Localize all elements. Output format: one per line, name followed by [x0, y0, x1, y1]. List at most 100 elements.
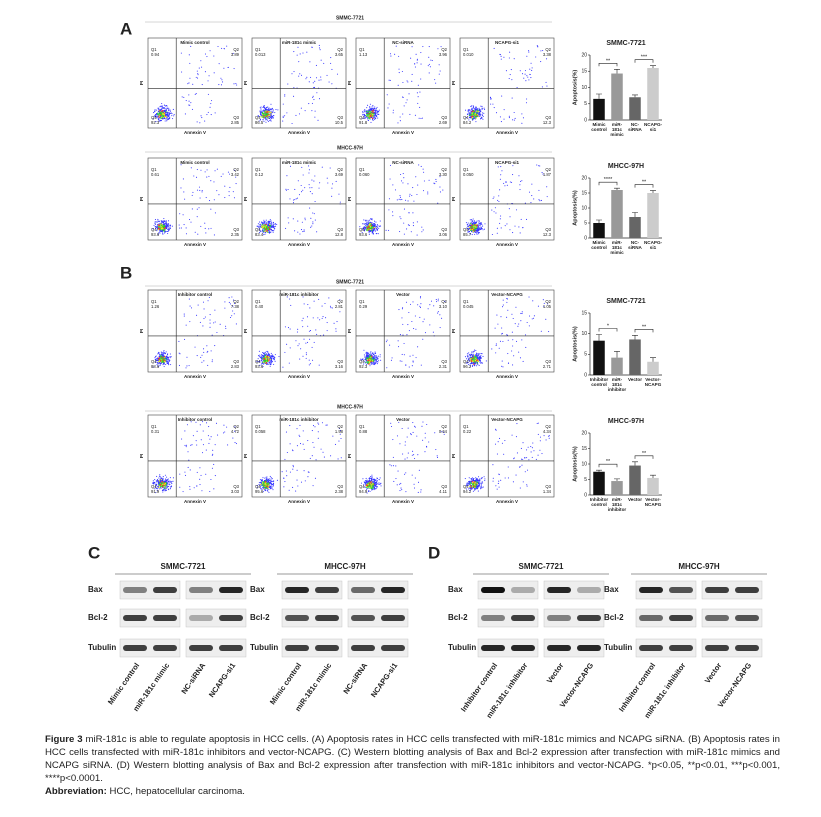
event-dot — [313, 341, 315, 343]
event-dot — [259, 230, 261, 232]
event-dot — [471, 119, 474, 121]
event-dot — [264, 354, 266, 356]
event-dot — [274, 357, 276, 359]
event-dot — [419, 316, 421, 318]
event-dot — [493, 211, 495, 213]
event-dot — [541, 172, 543, 174]
event-dot — [403, 233, 405, 235]
event-dot — [403, 222, 405, 224]
event-dot — [213, 234, 215, 236]
event-dot — [315, 77, 318, 79]
error-bar — [596, 219, 602, 223]
event-dot — [284, 94, 286, 96]
event-dot — [366, 357, 369, 359]
event-dot — [188, 82, 190, 84]
event-dot — [464, 356, 467, 358]
event-dot — [421, 226, 423, 228]
event-dot — [312, 221, 314, 223]
event-dot — [405, 102, 407, 104]
event-dot — [373, 223, 375, 225]
event-dot — [156, 475, 158, 477]
event-dot — [470, 218, 472, 221]
event-dot — [368, 224, 370, 227]
quadrant-value: 86.5 — [255, 120, 264, 125]
event-dot — [190, 45, 192, 48]
event-dot — [168, 359, 170, 361]
event-dot — [263, 222, 265, 224]
event-dot — [265, 119, 267, 121]
event-dot — [159, 114, 161, 117]
event-dot — [526, 55, 528, 57]
event-dot — [525, 218, 528, 221]
dot-cloud — [464, 296, 550, 368]
event-dot — [178, 224, 180, 226]
event-dot — [308, 184, 310, 186]
event-dot — [530, 77, 532, 79]
event-dot — [155, 359, 157, 361]
dot-cloud — [152, 296, 237, 369]
event-dot — [214, 345, 216, 347]
event-dot — [232, 305, 234, 307]
event-dot — [389, 344, 391, 346]
event-dot — [276, 223, 278, 225]
event-dot — [411, 194, 413, 197]
event-dot — [286, 296, 288, 298]
event-dot — [435, 301, 438, 303]
quadrant-name: Q4 — [255, 227, 261, 232]
event-dot — [475, 227, 478, 229]
event-dot — [467, 230, 469, 233]
quadrant-name: Q1 — [255, 299, 261, 304]
event-dot — [228, 297, 230, 299]
event-dot — [368, 114, 370, 116]
event-dot — [362, 117, 364, 119]
row-title: MHCC-97H — [337, 145, 363, 151]
event-dot — [183, 338, 186, 340]
event-dot — [201, 191, 203, 193]
event-dot — [531, 183, 533, 185]
event-dot — [191, 108, 193, 110]
event-dot — [330, 57, 332, 59]
event-dot — [165, 220, 167, 222]
event-dot — [168, 107, 170, 109]
event-dot — [416, 58, 418, 60]
event-dot — [373, 354, 375, 356]
event-dot — [159, 354, 161, 356]
event-dot — [410, 231, 412, 233]
event-dot — [475, 230, 477, 232]
event-dot — [326, 330, 328, 332]
event-dot — [270, 119, 272, 121]
event-dot — [204, 53, 207, 55]
event-dot — [370, 114, 372, 117]
event-dot — [224, 196, 226, 199]
event-dot — [265, 362, 267, 364]
event-dot — [473, 107, 475, 109]
event-dot — [418, 117, 420, 119]
quadrant-value: 3.38 — [543, 52, 552, 57]
event-dot — [165, 222, 167, 224]
event-dot — [154, 483, 156, 485]
event-dot — [374, 117, 376, 119]
event-dot — [367, 359, 369, 362]
event-dot — [302, 317, 304, 319]
event-dot — [469, 363, 471, 365]
event-dot — [309, 61, 311, 63]
event-dot — [260, 360, 262, 362]
event-dot — [223, 67, 225, 69]
event-dot — [269, 120, 271, 122]
event-dot — [511, 79, 513, 81]
quadrant-name: Q1 — [359, 299, 365, 304]
event-dot — [500, 166, 502, 168]
event-dot — [274, 112, 276, 114]
event-dot — [328, 297, 330, 299]
event-dot — [418, 164, 420, 166]
event-dot — [496, 227, 498, 229]
event-dot — [265, 363, 268, 365]
event-dot — [267, 220, 269, 223]
flow-plot: NCAPG-si1Q10.010Q23.38Q484.2Q312.3Annexi… — [451, 37, 555, 135]
event-dot — [156, 228, 158, 231]
event-dot — [304, 187, 306, 189]
event-dot — [169, 112, 171, 115]
quadrant-name: Q4 — [359, 227, 365, 232]
event-dot — [159, 476, 162, 478]
event-dot — [374, 352, 376, 355]
